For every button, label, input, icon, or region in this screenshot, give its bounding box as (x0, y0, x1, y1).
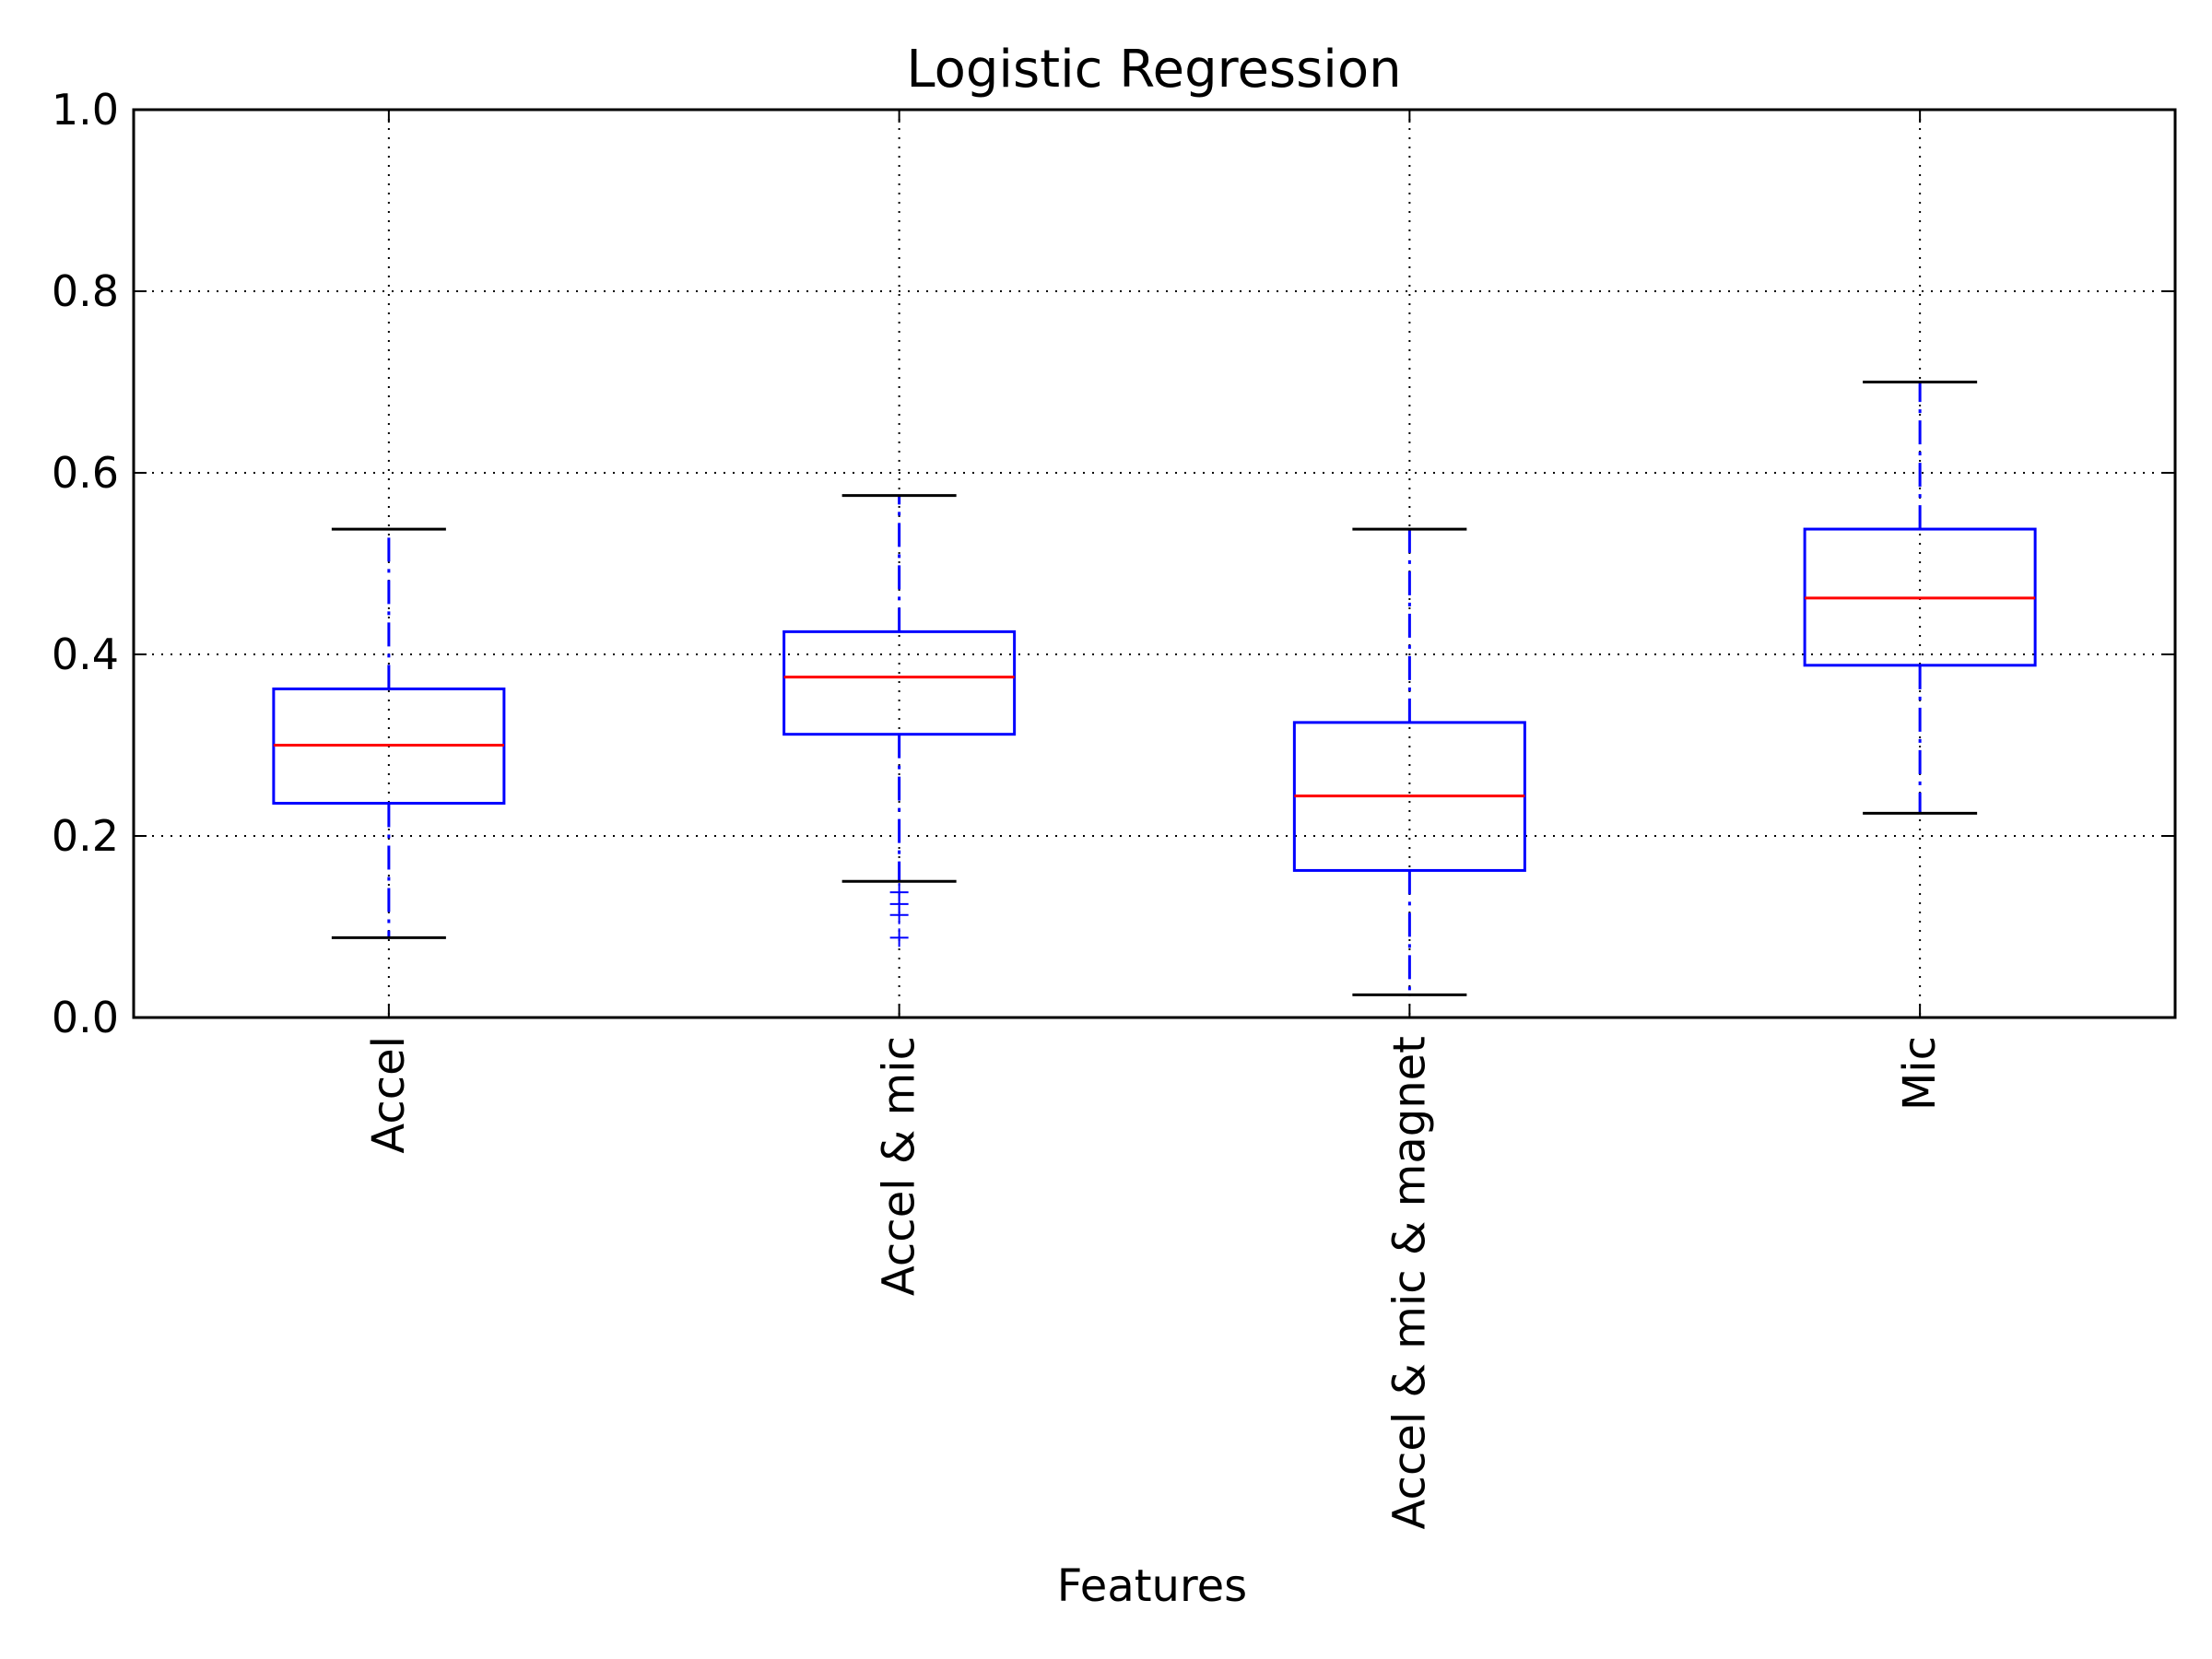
box-group (1292, 527, 1526, 996)
axis-ticks (134, 109, 2175, 1018)
x-tick-label: Accel (363, 1036, 415, 1154)
box-group (1803, 381, 2037, 815)
y-tick-label: 1.0 (52, 85, 119, 135)
x-tick-label: Accel & mic (874, 1036, 925, 1296)
y-tick-label: 0.4 (52, 629, 119, 679)
y-tick-label: 0.6 (52, 448, 119, 498)
y-tick-label: 0.2 (52, 811, 119, 861)
y-tick-label: 0.8 (52, 266, 119, 316)
x-tick-label: Mic (1894, 1036, 1946, 1111)
x-tick-label: Accel & mic & magnet (1383, 1036, 1435, 1529)
box-group (782, 494, 1017, 947)
iqr-box (782, 629, 1017, 736)
x-axis-label: Features (1057, 1560, 1247, 1612)
plot-area-frame (132, 108, 2177, 1019)
tick-labels: 0.0 0.2 0.4 0.6 0.8 1.0 Accel Accel & mic Accel … (52, 85, 1946, 1529)
box-series (272, 381, 2037, 996)
chart-title: Logistic Regression (906, 40, 1401, 100)
y-tick-label: 0.0 (52, 993, 119, 1042)
box-group (272, 527, 506, 939)
